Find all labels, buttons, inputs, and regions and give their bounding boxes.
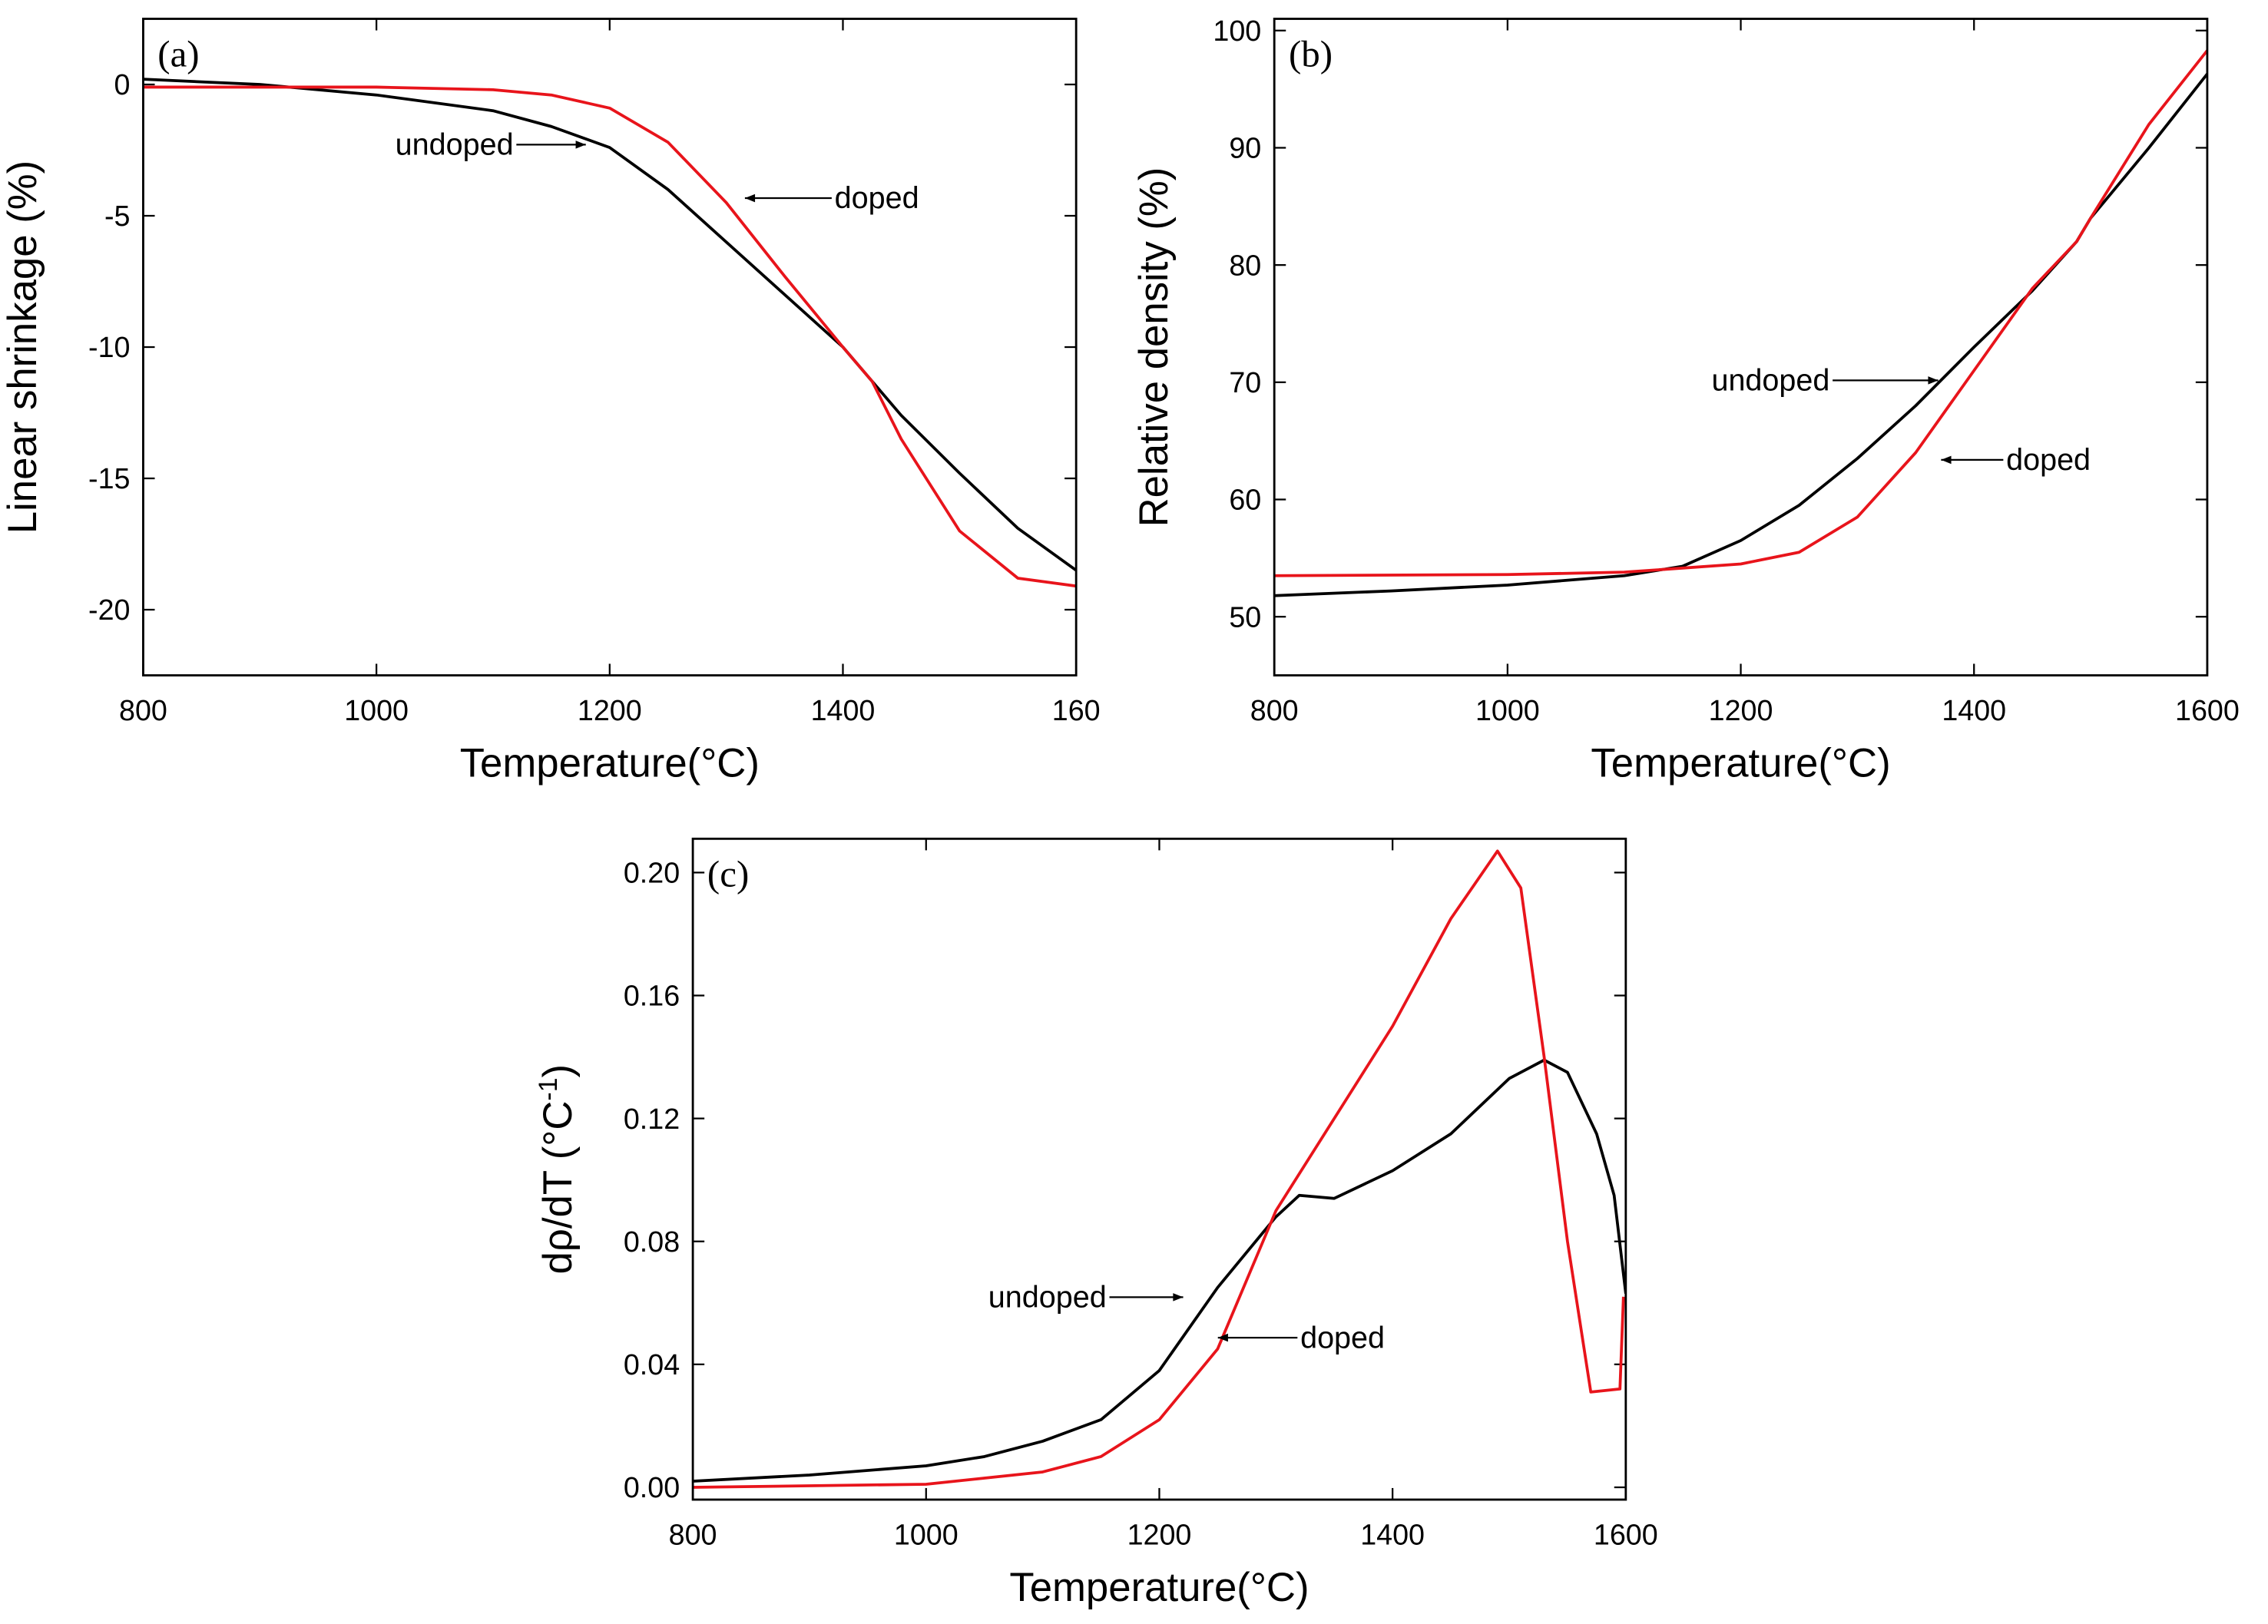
y-axis-label-sup: -1 bbox=[534, 1077, 563, 1100]
annotation: undoped bbox=[1711, 364, 1829, 398]
series-line bbox=[1274, 49, 2207, 577]
x-axis-label: Temperature(°C) bbox=[1591, 740, 1890, 786]
x-axis-label: Temperature(°C) bbox=[1009, 1565, 1309, 1610]
y-tick-label: 0.00 bbox=[624, 1471, 680, 1503]
x-tick-label: 1600 bbox=[2175, 694, 2240, 726]
plot-frame bbox=[142, 18, 1078, 676]
x-tick-label: 1000 bbox=[1475, 694, 1540, 726]
panel: 800 1000 1200 1400 1600 50 60 70 80 90 100 (b) Tempe… bbox=[1131, 15, 2240, 786]
x-tick-label: 800 bbox=[669, 1518, 717, 1550]
y-axis-label: dρ/dT (°C-1) bbox=[534, 1064, 581, 1275]
y-axis-label-main: Relative density (%) bbox=[1131, 167, 1177, 528]
y-tick-label: -15 bbox=[88, 462, 130, 494]
y-tick-label: -20 bbox=[88, 594, 130, 626]
y-tick-label: 60 bbox=[1229, 484, 1261, 516]
annotation: undoped bbox=[396, 128, 514, 162]
annotation: doped bbox=[835, 181, 919, 215]
y-tick-label: -10 bbox=[88, 331, 130, 363]
panel-label: (c) bbox=[707, 852, 749, 895]
x-tick-label: 1400 bbox=[1942, 694, 2006, 726]
plot-frame bbox=[1273, 18, 2209, 676]
plot-frame bbox=[691, 837, 1627, 1501]
y-axis-label: Linear shrinkage (%) bbox=[0, 160, 45, 534]
x-tick-label: 1200 bbox=[1127, 1518, 1192, 1550]
y-tick-label: 0.16 bbox=[624, 980, 680, 1012]
y-axis-label: Relative density (%) bbox=[1131, 167, 1177, 528]
panel-label: (a) bbox=[157, 33, 199, 75]
y-axis-label-end: ) bbox=[535, 1064, 581, 1078]
annotation: doped bbox=[2006, 443, 2091, 477]
y-tick-label: 0.08 bbox=[624, 1225, 680, 1258]
series-line bbox=[1274, 73, 2207, 597]
annotation: undoped bbox=[988, 1281, 1107, 1315]
panel-label: (b) bbox=[1289, 33, 1333, 75]
x-tick-label: 1400 bbox=[811, 694, 876, 726]
x-tick-label: 1000 bbox=[344, 694, 409, 726]
x-tick-label: 1400 bbox=[1360, 1518, 1425, 1550]
y-tick-label: 0 bbox=[114, 68, 131, 101]
y-tick-label: 90 bbox=[1229, 132, 1261, 164]
annotation: doped bbox=[1300, 1321, 1385, 1354]
series-line bbox=[143, 85, 1077, 588]
x-tick-label: 160 bbox=[1052, 694, 1101, 726]
x-tick-label: 1200 bbox=[1709, 694, 1773, 726]
series-line bbox=[693, 849, 1625, 1489]
y-axis-label-main: Linear shrinkage (%) bbox=[0, 160, 45, 534]
y-tick-label: 0.12 bbox=[624, 1103, 680, 1135]
y-tick-label: 80 bbox=[1229, 249, 1261, 281]
x-tick-label: 800 bbox=[119, 694, 167, 726]
y-tick-label: -5 bbox=[104, 200, 130, 232]
x-tick-label: 1600 bbox=[1594, 1518, 1658, 1550]
y-tick-label: 70 bbox=[1229, 366, 1261, 399]
y-tick-label: 0.20 bbox=[624, 857, 680, 889]
x-tick-label: 1200 bbox=[578, 694, 642, 726]
y-tick-label: 50 bbox=[1229, 600, 1261, 633]
x-tick-label: 1000 bbox=[894, 1518, 959, 1550]
x-axis-label: Temperature(°C) bbox=[460, 740, 760, 786]
y-tick-label: 100 bbox=[1213, 15, 1261, 47]
x-tick-label: 800 bbox=[1250, 694, 1299, 726]
y-axis-label-main: dρ/dT (°C bbox=[535, 1101, 581, 1275]
y-tick-label: 0.04 bbox=[624, 1348, 680, 1381]
series-line bbox=[693, 1058, 1626, 1483]
panel: 800 1000 1200 1400 1600 0.00 0.04 0.08 0.12 0.16 0… bbox=[534, 837, 1658, 1610]
series-line bbox=[143, 78, 1077, 572]
panel: 800 1000 1200 1400 1600-5-10-15-20(a)Tempera… bbox=[0, 18, 1101, 786]
